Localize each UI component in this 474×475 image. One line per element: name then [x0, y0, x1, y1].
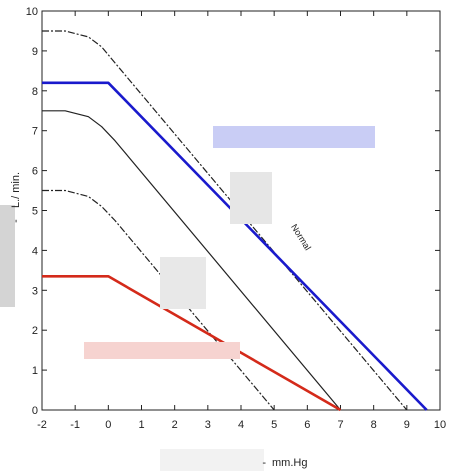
redaction-box	[84, 342, 240, 359]
y-label-dash: -	[10, 219, 22, 223]
y-tick-label: 4	[32, 245, 38, 257]
y-tick-label: 9	[32, 46, 38, 58]
x-tick-label: 1	[138, 419, 144, 431]
series-line-5	[42, 274, 342, 412]
x-tick-label: 2	[172, 419, 178, 431]
x-tick-label: 4	[238, 419, 244, 431]
x-tick-label: 3	[205, 419, 211, 431]
y-tick-label: 6	[32, 166, 38, 178]
x-tick-label: 0	[105, 419, 111, 431]
y-tick-label: 3	[32, 285, 38, 297]
y-tick-label: 7	[32, 126, 38, 138]
redaction-box	[0, 205, 15, 307]
series-line-4	[42, 189, 275, 411]
redaction-box	[230, 172, 272, 224]
redaction-box	[160, 257, 206, 309]
y-tick-label: 8	[32, 86, 38, 98]
x-tick-label: 10	[434, 419, 446, 431]
x-tick-label: 9	[404, 419, 410, 431]
plot-area: -2 -1 0 1 2 3 4 5 6 7 8 9 10 0 1 2 3 4 5 6 7 8 9 10 Normal	[26, 6, 446, 431]
y-tick-label: 5	[32, 206, 38, 218]
redaction-boxes	[0, 126, 375, 471]
series-line-3	[42, 110, 341, 411]
y-tick-label: 2	[32, 325, 38, 337]
annotation-label: Normal	[289, 222, 313, 252]
series-line-2	[42, 81, 428, 411]
x-tick-label: -1	[70, 419, 80, 431]
redaction-box	[213, 126, 375, 148]
x-label-dash: -	[262, 457, 266, 469]
y-tick-label: 1	[32, 365, 38, 377]
x-tick-label: 6	[304, 419, 310, 431]
y-tick-label: 0	[32, 405, 38, 417]
x-tick-label: 5	[271, 419, 277, 431]
redaction-box	[160, 449, 264, 471]
x-axis-label: mm.Hg	[272, 457, 307, 469]
x-tick-label: 8	[371, 419, 377, 431]
y-axis-label: L./ min.	[10, 172, 22, 208]
x-tick-label: -2	[37, 419, 47, 431]
y-tick-label: 10	[26, 6, 38, 18]
x-tick-label: 7	[337, 419, 343, 431]
series-line-1	[42, 30, 408, 411]
